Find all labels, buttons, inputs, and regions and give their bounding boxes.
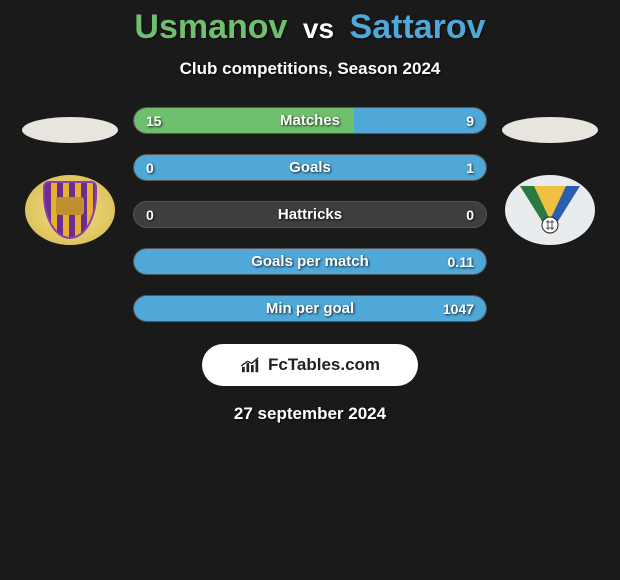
stat-value-right: 0 <box>466 207 474 223</box>
player2-club-badge <box>505 175 595 245</box>
stat-label: Goals <box>289 159 331 176</box>
bar-chart-icon <box>240 356 262 374</box>
vs-text: vs <box>303 13 334 44</box>
subtitle: Club competitions, Season 2024 <box>0 59 620 79</box>
page-title: Usmanov vs Sattarov <box>0 8 620 47</box>
player1-club-badge <box>25 175 115 245</box>
left-column <box>15 107 125 245</box>
stat-label: Goals per match <box>251 253 369 270</box>
player1-name: Usmanov <box>134 8 287 46</box>
stat-value-right: 9 <box>466 113 474 129</box>
stat-value-right: 1047 <box>443 301 474 317</box>
stat-row: Min per goal 1047 <box>133 295 487 322</box>
stat-row: 0 Goals 1 <box>133 154 487 181</box>
infographic-container: Usmanov vs Sattarov Club competitions, S… <box>0 0 620 424</box>
stat-row: Goals per match 0.11 <box>133 248 487 275</box>
stat-row: 0 Hattricks 0 <box>133 201 487 228</box>
date-text: 27 september 2024 <box>0 404 620 424</box>
branding-badge: FcTables.com <box>202 344 418 386</box>
stat-label: Hattricks <box>278 206 342 223</box>
shield-icon <box>43 181 97 239</box>
shield-icon <box>514 180 586 240</box>
player2-name: Sattarov <box>350 8 486 46</box>
player2-avatar-placeholder <box>502 117 598 143</box>
right-column <box>495 107 605 245</box>
stat-value-left: 0 <box>146 160 154 176</box>
stat-value-left: 0 <box>146 207 154 223</box>
stat-label: Matches <box>280 112 340 129</box>
stat-label: Min per goal <box>266 300 354 317</box>
stat-bars: 15 Matches 9 0 Goals 1 0 Hattricks 0 Goals per ma… <box>133 107 487 322</box>
stat-value-right: 0.11 <box>448 254 474 270</box>
branding-text: FcTables.com <box>268 355 380 375</box>
player1-avatar-placeholder <box>22 117 118 143</box>
comparison-area: 15 Matches 9 0 Goals 1 0 Hattricks 0 Goals per ma… <box>0 107 620 322</box>
stat-value-left: 15 <box>146 113 162 129</box>
stat-row: 15 Matches 9 <box>133 107 487 134</box>
stat-value-right: 1 <box>466 160 474 176</box>
